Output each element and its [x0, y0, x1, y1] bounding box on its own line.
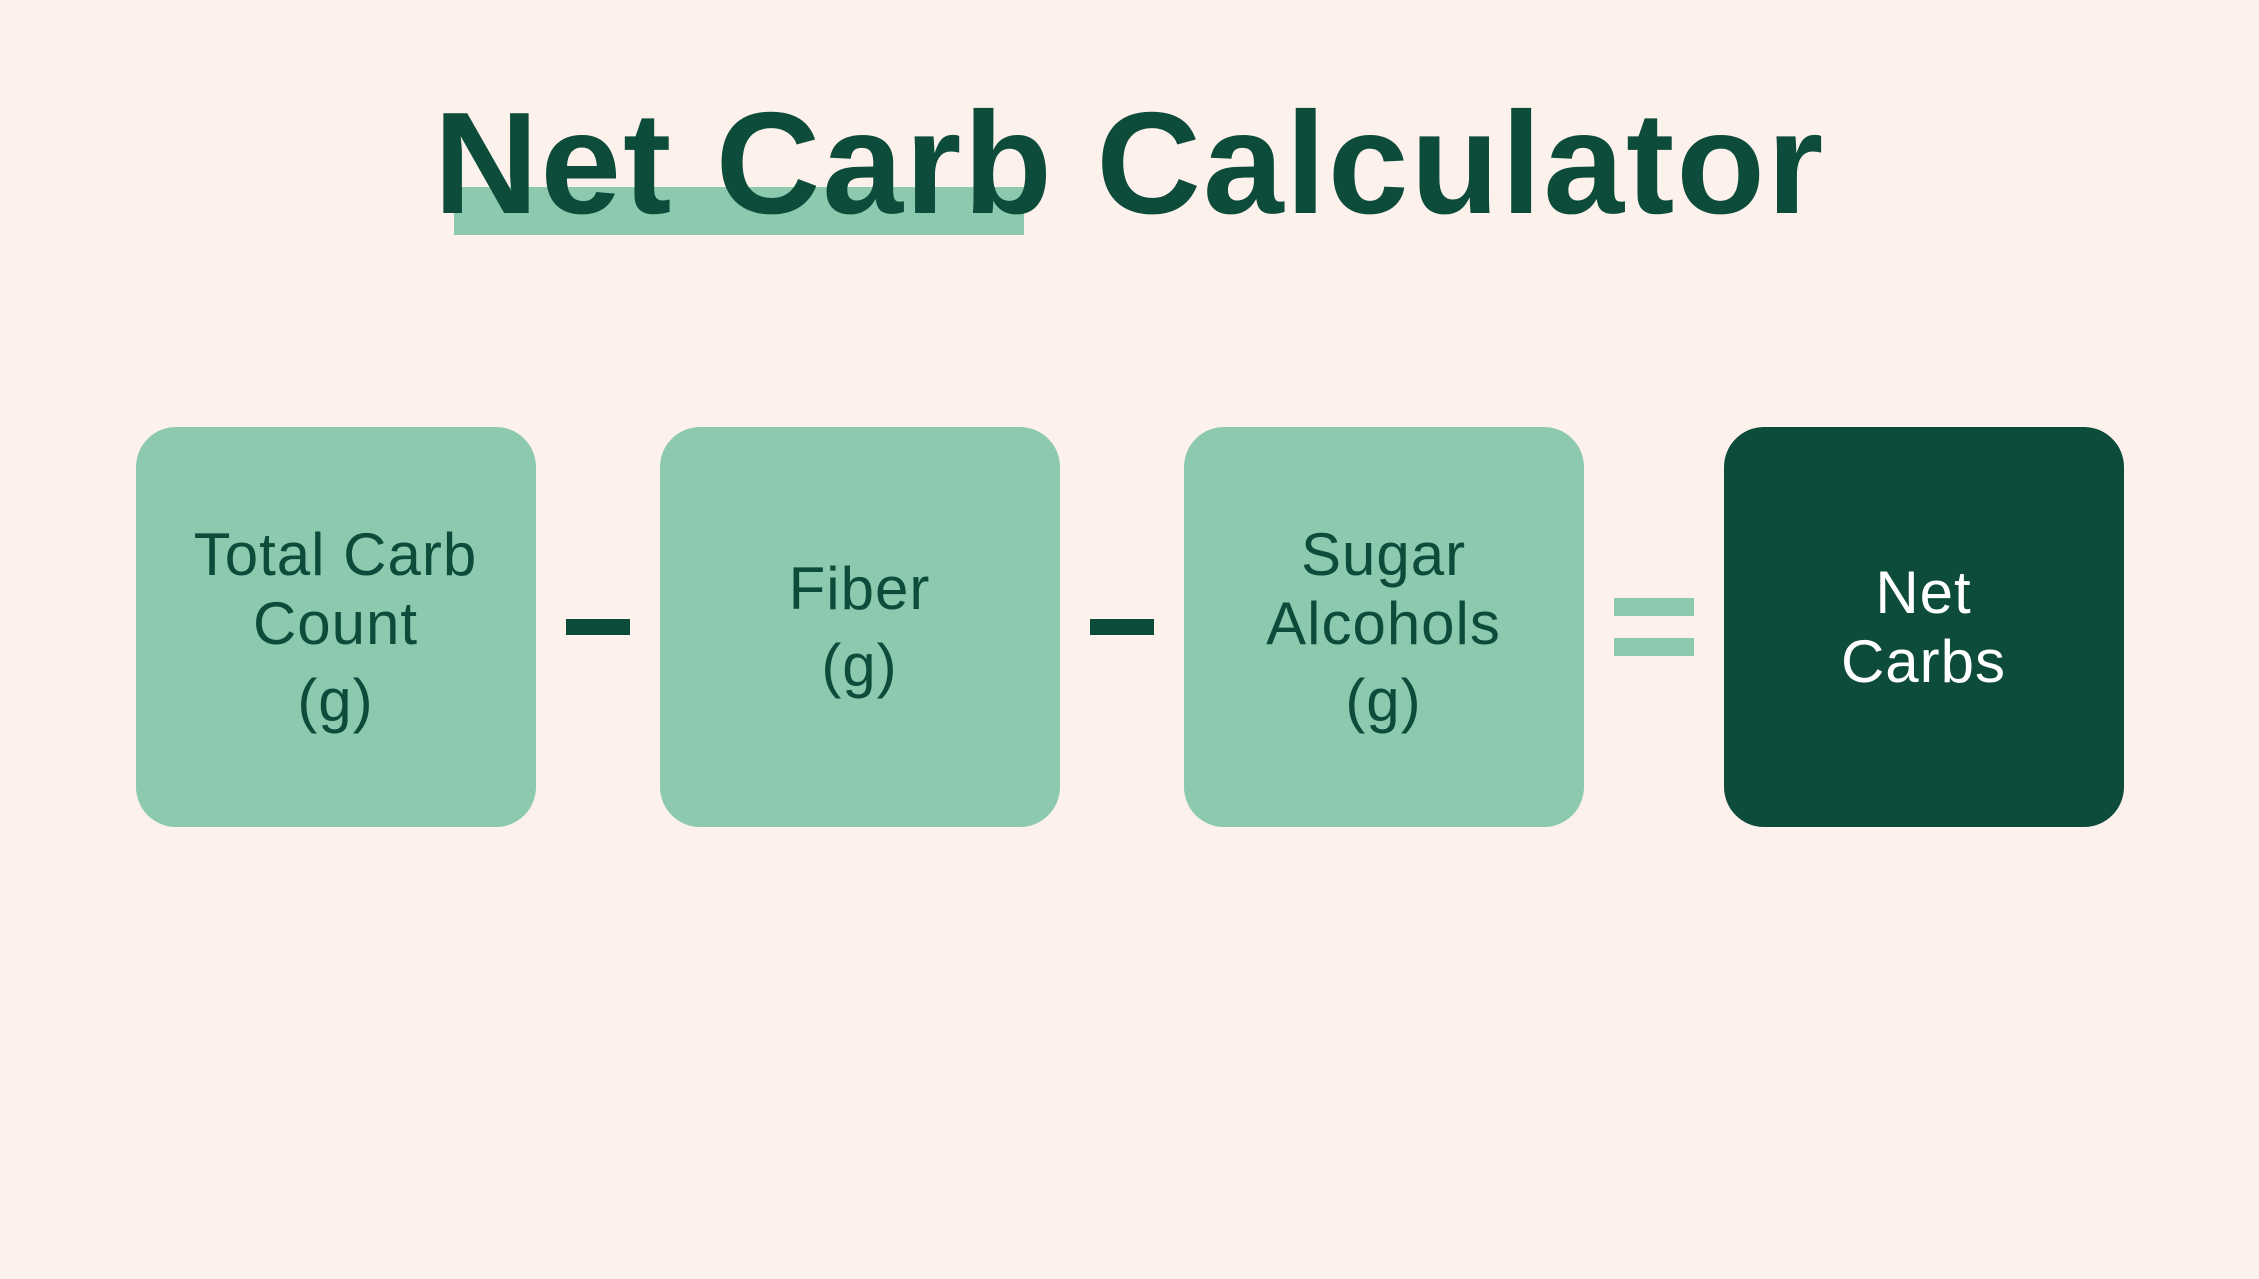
box-unit: (g) [297, 666, 373, 735]
box-fiber: Fiber (g) [660, 427, 1060, 827]
box-net-carbs: Net Carbs [1724, 427, 2124, 827]
title-wrapper: Net Carb Calculator [434, 80, 1826, 247]
formula-row: Total Carb Count (g) Fiber (g) Sugar Alc… [110, 427, 2149, 827]
box-label-line2: Carbs [1841, 627, 2006, 696]
box-label-line1: Total Carb [194, 520, 477, 589]
box-unit: (g) [1345, 666, 1421, 735]
title-container: Net Carb Calculator [110, 80, 2149, 247]
equals-operator-icon [1614, 598, 1694, 656]
equals-bar-bottom [1614, 638, 1694, 656]
box-unit: (g) [821, 631, 897, 700]
box-label-line1: Net [1875, 558, 1971, 627]
box-label-line1: Fiber [789, 554, 931, 623]
equals-bar-top [1614, 598, 1694, 616]
box-sugar-alcohols: Sugar Alcohols (g) [1184, 427, 1584, 827]
page-title: Net Carb Calculator [434, 80, 1826, 247]
minus-operator-icon [1090, 619, 1154, 635]
box-label-line2: Count [253, 589, 418, 658]
box-label-line2: Alcohols [1266, 589, 1501, 658]
minus-operator-icon [566, 619, 630, 635]
box-total-carb: Total Carb Count (g) [136, 427, 536, 827]
box-label-line1: Sugar [1301, 520, 1466, 589]
